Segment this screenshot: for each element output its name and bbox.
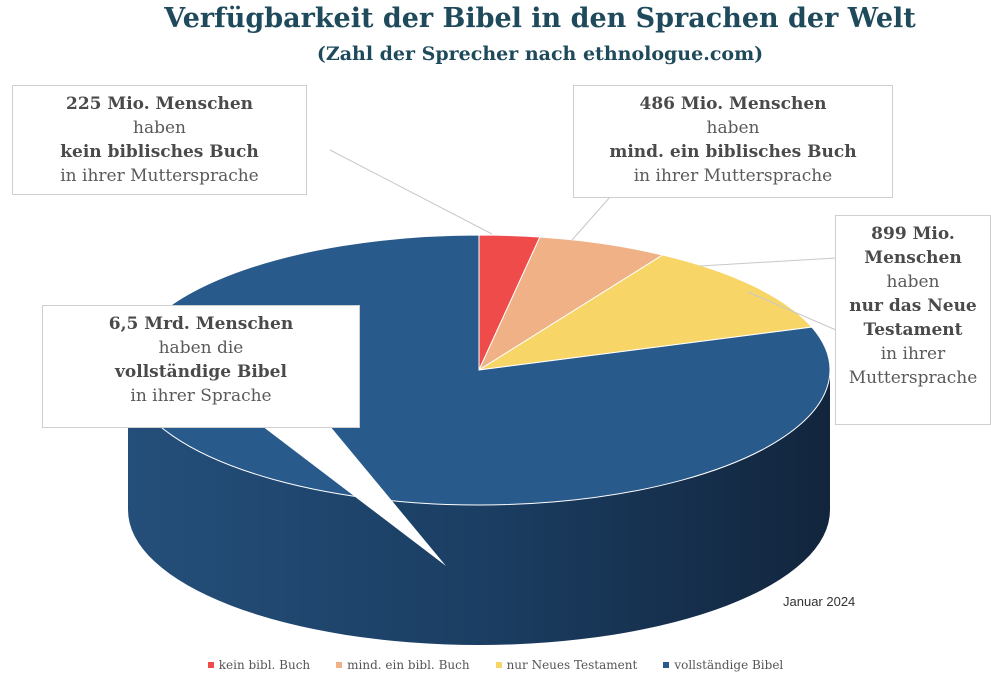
legend-swatch — [495, 662, 502, 668]
callout-verb: haben — [706, 118, 760, 138]
slice — [478, 254, 813, 371]
callout: 6,5 Mrd. Menschen haben die vollständige B… — [42, 305, 360, 428]
callout-text: kein biblisches Buch — [60, 142, 259, 162]
legend-label: mind. ein bibl. Buch — [347, 658, 470, 672]
callout-value: 486 Mio. Menschen — [639, 94, 827, 114]
leader-line — [571, 196, 611, 241]
legend-label: nur Neues Testament — [506, 658, 638, 672]
callout-suffix: in ihrer Muttersprache — [848, 344, 978, 388]
slice — [477, 236, 664, 372]
callout-value: 899 Mio. Menschen — [864, 224, 962, 268]
callout-verb: haben — [886, 272, 940, 292]
legend-label: vollständige Bibel — [674, 658, 784, 672]
legend-swatch — [663, 662, 670, 668]
legend: kein bibl. Buch mind. ein bibl. Buch nur N… — [0, 656, 991, 674]
chart-title: Verfügbarkeit der Bibel in den Sprachen … — [163, 3, 916, 34]
legend-swatch — [336, 662, 343, 668]
callout-text: vollständige Bibel — [115, 362, 287, 382]
callout-suffix: in ihrer Sprache — [130, 386, 272, 406]
legend-swatch — [207, 662, 214, 668]
callout-verb: haben die — [158, 338, 244, 358]
callout: 225 Mio. Menschen haben kein biblisches Bu… — [12, 85, 307, 195]
legend-item: vollständige Bibel — [663, 656, 783, 674]
callout-value: 6,5 Mrd. Menschen — [108, 314, 294, 334]
note: Januar 2024 — [783, 594, 855, 609]
callout-text: nur das Neue Testament — [849, 296, 977, 340]
legend-item: nur Neues Testament — [495, 656, 638, 674]
callout-verb: haben — [133, 118, 186, 138]
callout-text: mind. ein biblisches Buch — [609, 142, 857, 162]
callout: 486 Mio. Menschen haben mind. ein biblisch… — [573, 85, 893, 198]
callout: 899 Mio. Menschen haben nur das Neue Testa… — [835, 215, 991, 425]
callout-suffix: in ihrer Muttersprache — [633, 166, 833, 186]
legend-item: mind. ein bibl. Buch — [336, 656, 470, 674]
legend-item: kein bibl. Buch — [207, 656, 311, 674]
callout-value: 225 Mio. Menschen — [65, 94, 253, 114]
chart-subtitle: (Zahl der Sprecher nach ethnologue.com) — [317, 43, 763, 65]
callout-suffix: in ihrer Muttersprache — [60, 166, 259, 186]
leader-line — [747, 291, 837, 331]
leader-line — [699, 257, 837, 267]
leader-line — [329, 149, 493, 235]
callout-pointer — [262, 426, 446, 566]
slice-side — [128, 370, 830, 645]
legend-label: kein bibl. Buch — [218, 658, 311, 672]
